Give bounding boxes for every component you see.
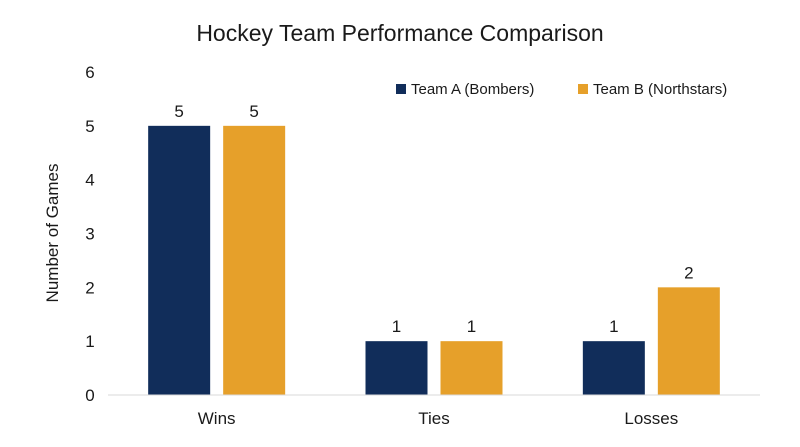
y-tick-label: 6 <box>85 63 94 82</box>
data-label: 5 <box>174 102 183 121</box>
bar-ties-series-1 <box>365 341 428 395</box>
bar-wins-series-2 <box>223 125 286 395</box>
bar-losses-series-1 <box>582 341 645 395</box>
data-label: 2 <box>684 263 693 282</box>
x-axis-ticks: Wins Ties Losses <box>198 409 678 428</box>
y-tick-label: 3 <box>85 225 94 244</box>
data-label: 1 <box>392 317 401 336</box>
data-label: 1 <box>609 317 618 336</box>
y-tick-label: 4 <box>85 171 94 190</box>
y-tick-label: 2 <box>85 278 94 297</box>
x-tick-label-wins: Wins <box>198 409 236 428</box>
bar-ties-series-2 <box>440 341 503 395</box>
x-tick-label-losses: Losses <box>624 409 678 428</box>
y-axis-ticks: 0 1 2 3 4 5 6 <box>85 63 94 405</box>
y-tick-label: 1 <box>85 332 94 351</box>
bar-wins-series-1 <box>148 125 211 395</box>
data-label: 5 <box>249 102 258 121</box>
bars-group <box>148 125 720 395</box>
y-axis-label: Number of Games <box>43 164 62 303</box>
data-label: 1 <box>467 317 476 336</box>
legend-label-series-2: Team B (Northstars) <box>593 81 727 98</box>
data-labels-group: 5 5 1 1 1 2 <box>174 102 693 336</box>
legend: Team A (Bombers) Team B (Northstars) <box>396 81 727 98</box>
y-tick-label: 5 <box>85 117 94 136</box>
y-tick-label: 0 <box>85 386 94 405</box>
legend-label-series-1: Team A (Bombers) <box>411 81 534 98</box>
legend-swatch-series-1 <box>396 84 406 94</box>
x-tick-label-ties: Ties <box>418 409 450 428</box>
legend-swatch-series-2 <box>578 84 588 94</box>
chart-title: Hockey Team Performance Comparison <box>196 20 603 46</box>
bar-losses-series-2 <box>657 287 720 395</box>
